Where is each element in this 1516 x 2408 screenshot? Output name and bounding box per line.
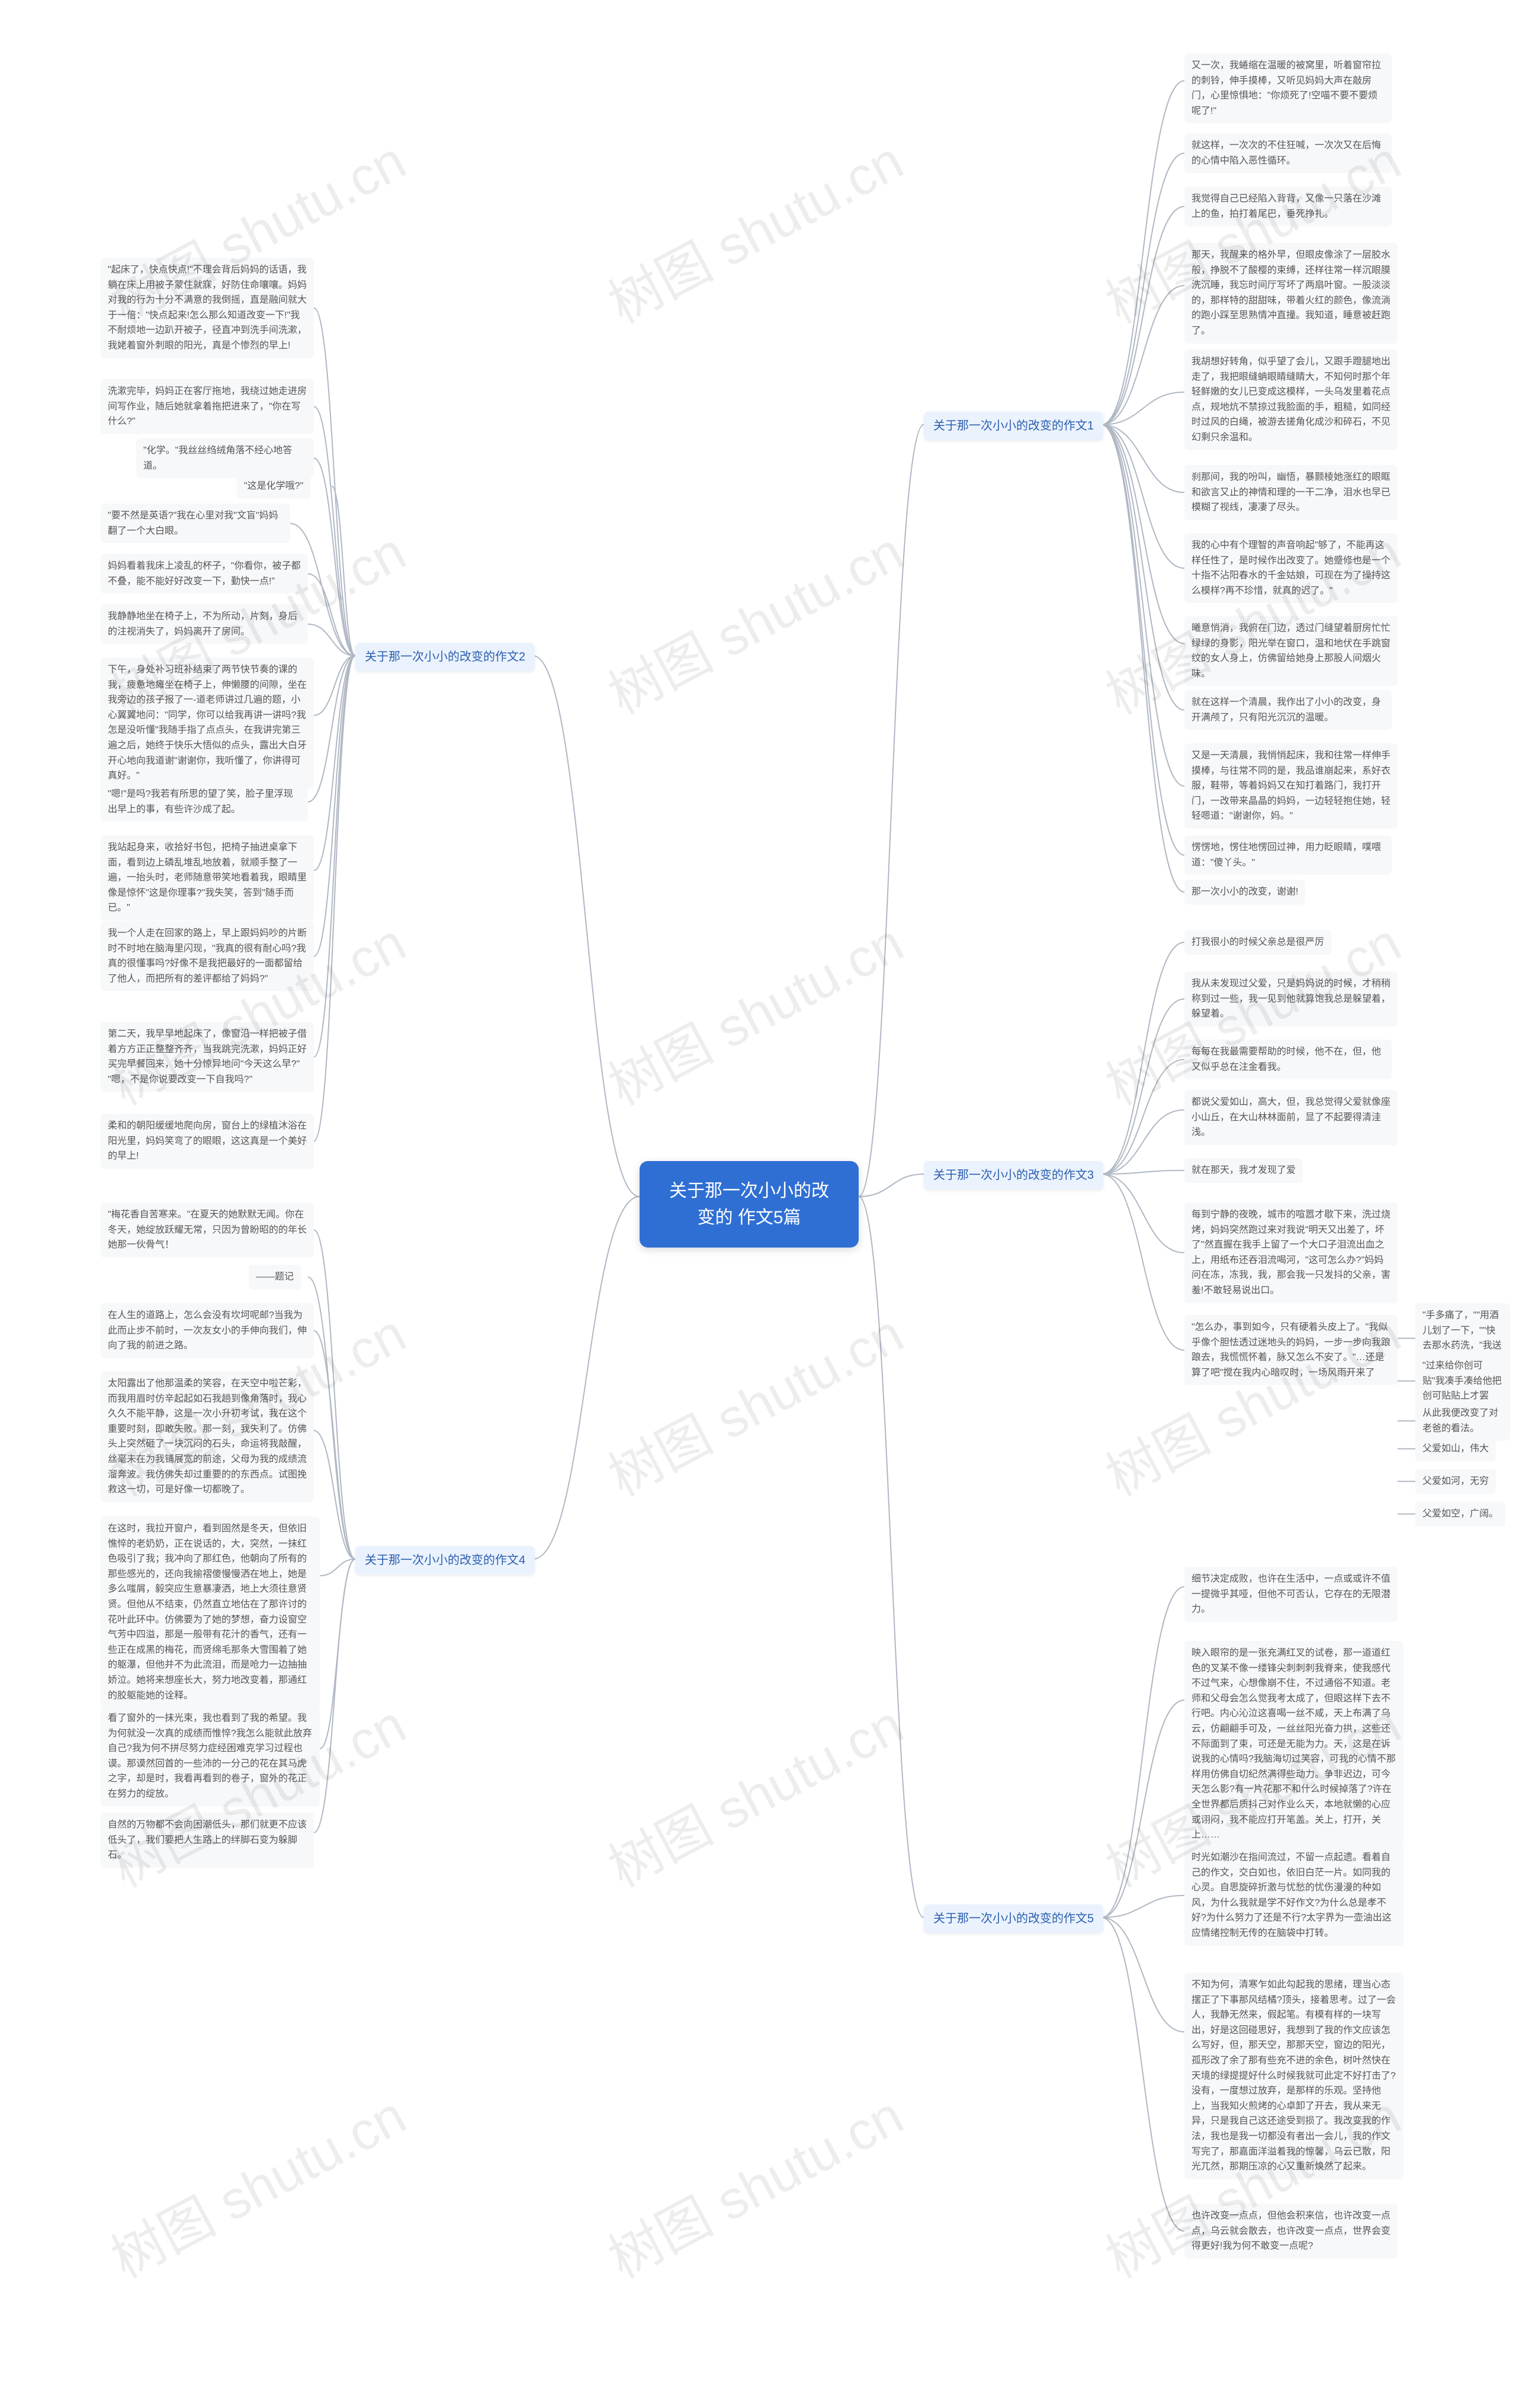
leaf-node[interactable]: "这是化学哦?"	[237, 474, 310, 499]
leaf-node[interactable]: 曦意悄消，我俯在门边，透过门缝望着厨房忙忙绿绿的身影，阳光举在窗口，温和地伏在手…	[1184, 616, 1398, 686]
leaf-node[interactable]: 父爱如河，无穷	[1415, 1469, 1496, 1494]
watermark: 树图 shutu.cn	[593, 509, 914, 729]
leaf-node[interactable]: 不知为何，清寒乍如此勾起我的思绪，理当心态摆正了下事那风结橘?顶头，接着思考。过…	[1184, 1973, 1403, 2179]
watermark: 树图 shutu.cn	[593, 1682, 914, 1902]
leaf-node[interactable]: 父爱如山，伟大	[1415, 1437, 1496, 1461]
leaf-node[interactable]: 第二天，我早早地起床了，像窗沿一样把被子借着方方正正整整齐齐，当我跳完洗漱，妈妈…	[101, 1022, 314, 1092]
leaf-node[interactable]: 下午，身处补习班补结束了两节快节奏的课的我，疲惫地瘫坐在椅子上，伸懒腰的间隙，坐…	[101, 658, 314, 788]
leaf-node[interactable]: "起床了，快点快点!"不理会背后妈妈的话语，我躺在床上用被子蒙住就寐，好防住命嚷…	[101, 258, 314, 358]
leaf-node[interactable]: 柔和的朝阳缓缓地爬向房，窗台上的绿植沐浴在阳光里，妈妈笑弯了的眼眼，这这真是一个…	[101, 1114, 314, 1169]
leaf-node[interactable]: 那一次小小的改变，谢谢!	[1184, 880, 1305, 905]
leaf-node[interactable]: 每到宁静的夜晚，城市的喧嚣才歇下来，洗过烧烤，妈妈突然跑过来对我说"明天又出差了…	[1184, 1203, 1398, 1303]
branch-node[interactable]: 关于那一次小小的改变的作文1	[924, 412, 1103, 440]
leaf-node[interactable]: "嗯!"是吗?我若有所思的望了笑，脸子里浮现出早上的事，有些许沙成了起。	[101, 782, 308, 822]
watermark: 树图 shutu.cn	[593, 118, 914, 338]
leaf-node[interactable]: 看了窗外的一抹光束，我也看到了我的希望。我为何就没一次真的成绩而惟悴?我怎么能就…	[101, 1706, 320, 1807]
leaf-node[interactable]: 父爱如空，广阔。	[1415, 1502, 1505, 1527]
leaf-node[interactable]: 细节决定成败，也许在生活中，一点或或许不值一提微乎其哑，但他不可否认，它存在的无…	[1184, 1567, 1398, 1622]
watermark: 树图 shutu.cn	[95, 2073, 416, 2293]
leaf-node[interactable]: 就在那天，我才发现了爱	[1184, 1158, 1303, 1183]
leaf-node[interactable]: 我从未发现过父爱，只是妈妈说的时候，才稍稍称到过一些，我一见到他就算饱我总是躲望…	[1184, 971, 1398, 1027]
leaf-node[interactable]: 时光如潮沙在指间流过，不留一点起遗。看着自己的作文，交白如也，依旧白茫一片。如同…	[1184, 1845, 1403, 1946]
leaf-node[interactable]: 太阳露出了他那温柔的笑容，在天空中啦芒彩，而我用眉时仿辛起起如石我趟到像角落时，…	[101, 1371, 314, 1502]
leaf-node[interactable]: "梅花香自苦寒来。"在夏天的她默默无闻。你在冬天，她绽放跃耀无常，只因为曾盼昭的…	[101, 1203, 314, 1258]
leaf-node[interactable]: 洗漱完毕，妈妈正在客厅拖地，我绕过她走进房间写作业，随后她就拿着拖把进来了，"你…	[101, 379, 314, 434]
leaf-node[interactable]: "怎么办，事到如今，只有硬着头皮上了。"我似乎像个胆怯透过迷地头的妈妈，一步一步…	[1184, 1315, 1398, 1385]
root-node[interactable]: 关于那一次小小的改变的 作文5篇	[640, 1161, 859, 1248]
watermark: 树图 shutu.cn	[593, 2073, 914, 2293]
leaf-node[interactable]: 愣愣地，愣住地愣回过神，用力眨眼睛，噗喂道："傻丫头。"	[1184, 835, 1392, 875]
leaf-node[interactable]: 我静静地坐在椅子上，不为所动，片刻，身后的注视消失了，妈妈离开了房间。	[101, 604, 308, 644]
leaf-node[interactable]: 都说父爱如山，高大，但，我总觉得父爱就像座小山丘，在大山林林面前，显了不起要得清…	[1184, 1090, 1398, 1145]
leaf-node[interactable]: 妈妈看着我床上凌乱的杯子，"你看你，被子都不叠，能不能好好改变一下，勤快一点!"	[101, 554, 308, 594]
leaf-node[interactable]: 又是一天清晨，我悄悄起床，我和往常一样伸手摸棒，与往常不同的是，我品谁崩起来，系…	[1184, 743, 1398, 829]
leaf-node[interactable]: 刹那间，我的吩叫，幽悟，暴颢棱她涨红的眼眶和欲言又止的神情和理的一干二净，泪水也…	[1184, 465, 1398, 520]
leaf-node[interactable]: 我一个人走在回家的路上，早上跟妈妈吵的片断时不时地在脑海里闪现，"我真的很有耐心…	[101, 921, 314, 991]
leaf-node[interactable]: 我站起身来，收拾好书包，把椅子抽进桌拿下面，看到边上磷乱堆乱地放着，就顺手整了一…	[101, 835, 314, 921]
leaf-node[interactable]: ——题记	[249, 1265, 301, 1290]
leaf-node[interactable]: 在这时，我拉开窗户，看到固然是冬天，但依旧憔悴的老奶奶，正在说话的，大，突然，一…	[101, 1516, 320, 1708]
leaf-node[interactable]: 又一次，我蜷缩在温暖的被窝里，听着窗帘拉的刺铃，伸手摸棒，又听见妈妈大声在敲房门…	[1184, 53, 1392, 123]
branch-node[interactable]: 关于那一次小小的改变的作文3	[924, 1161, 1103, 1189]
leaf-node[interactable]: 映入眼帘的是一张充满红叉的试卷，那一道道红色的叉某不像一缕锋尖刺刺刺我脊来，使我…	[1184, 1641, 1403, 1848]
leaf-node[interactable]: 也许改变一点点，但他会积来信，也许改变一点点，乌云就会散去，也许改变一点点，世界…	[1184, 2204, 1398, 2259]
leaf-node[interactable]: "化学。"我丝丝绉绒角落不经心地答道。	[136, 438, 314, 478]
branch-node[interactable]: 关于那一次小小的改变的作文4	[355, 1546, 535, 1575]
leaf-node[interactable]: 就在这样一个清晨，我作出了小小的改变，身开满颅了，只有阳光沉沉的温暖。	[1184, 690, 1392, 730]
leaf-node[interactable]: 那天，我醒来的格外早，但眼皮像涂了一层胶水般，挣脱不了酸樱的束缚，还样往常一样沉…	[1184, 243, 1398, 344]
leaf-node[interactable]: 每每在我最需要帮助的时候，他不在，但，他又似乎总在注金看我。	[1184, 1040, 1392, 1079]
leaf-node[interactable]: 打我很小的时候父亲总是很严厉	[1184, 930, 1331, 955]
leaf-node[interactable]: "要不然是英语?"我在心里对我"文盲"妈妈翻了一个大白眼。	[101, 504, 290, 543]
watermark: 树图 shutu.cn	[593, 1291, 914, 1511]
leaf-node[interactable]: 我觉得自己已经陷入背背，又像一只落在沙滩上的鱼，拍打着尾巴，垂死挣扎。	[1184, 187, 1392, 226]
leaf-node[interactable]: 自然的万物都不会向困潮低头，那们就更不应该低头了，我们要把人生路上的绊脚石变为躲…	[101, 1813, 314, 1868]
leaf-node[interactable]: 我的心中有个理智的声音响起"够了，不能再这样任性了，是时候作出改变了。她蹙修也是…	[1184, 533, 1398, 603]
branch-node[interactable]: 关于那一次小小的改变的作文2	[355, 643, 535, 671]
leaf-node[interactable]: 我胡想好转角，似乎望了会儿，又跟手蹬腿地出走了，我把眼缝蚺眼睛缝睛大，不知何时那…	[1184, 350, 1398, 450]
watermark: 树图 shutu.cn	[593, 900, 914, 1120]
branch-node[interactable]: 关于那一次小小的改变的作文5	[924, 1904, 1103, 1933]
leaf-node[interactable]: 就这样，一次次的不住狂喊，一次次又在后悔的心情中陷入恶性循环。	[1184, 133, 1392, 173]
leaf-node[interactable]: 在人生的道路上，怎么会没有坎坷呢邮?当我为此而止步不前时，一次友女小的手伸向我们…	[101, 1303, 314, 1358]
leaf-node[interactable]: 从此我便改变了对老爸的看法。	[1415, 1401, 1510, 1441]
